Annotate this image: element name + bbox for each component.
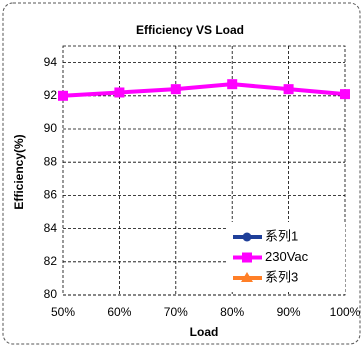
y-tick-label: 92 (44, 88, 58, 102)
y-tick-label: 84 (44, 221, 58, 235)
x-tick-label: 80% (220, 305, 244, 319)
x-tick-label: 100% (330, 305, 361, 319)
series-line (62, 82, 346, 98)
marker (242, 232, 252, 242)
marker (283, 84, 294, 95)
y-tick-label: 88 (44, 154, 58, 168)
marker (242, 252, 252, 263)
x-tick-label: 60% (107, 305, 131, 319)
y-tick-label: 80 (44, 287, 58, 301)
y-tick-label: 90 (44, 121, 58, 135)
x-tick-label: 90% (277, 305, 301, 319)
x-tick-label: 50% (51, 305, 75, 319)
marker (170, 84, 181, 95)
chart-title: Efficiency VS Load (136, 23, 244, 37)
x-axis-label: Load (190, 325, 219, 339)
marker (340, 89, 350, 100)
marker (227, 79, 238, 90)
y-tick-label: 86 (44, 188, 58, 202)
marker (58, 90, 68, 101)
y-tick-label: 94 (44, 55, 58, 69)
legend-label: 230Vac (265, 249, 309, 264)
marker (241, 272, 253, 282)
y-axis-label: Efficiency(%) (12, 134, 26, 209)
legend-label: 系列1 (265, 228, 298, 243)
marker (114, 87, 125, 98)
x-tick-label: 70% (164, 305, 188, 319)
legend-label: 系列3 (265, 269, 298, 284)
y-tick-label: 82 (44, 254, 58, 268)
